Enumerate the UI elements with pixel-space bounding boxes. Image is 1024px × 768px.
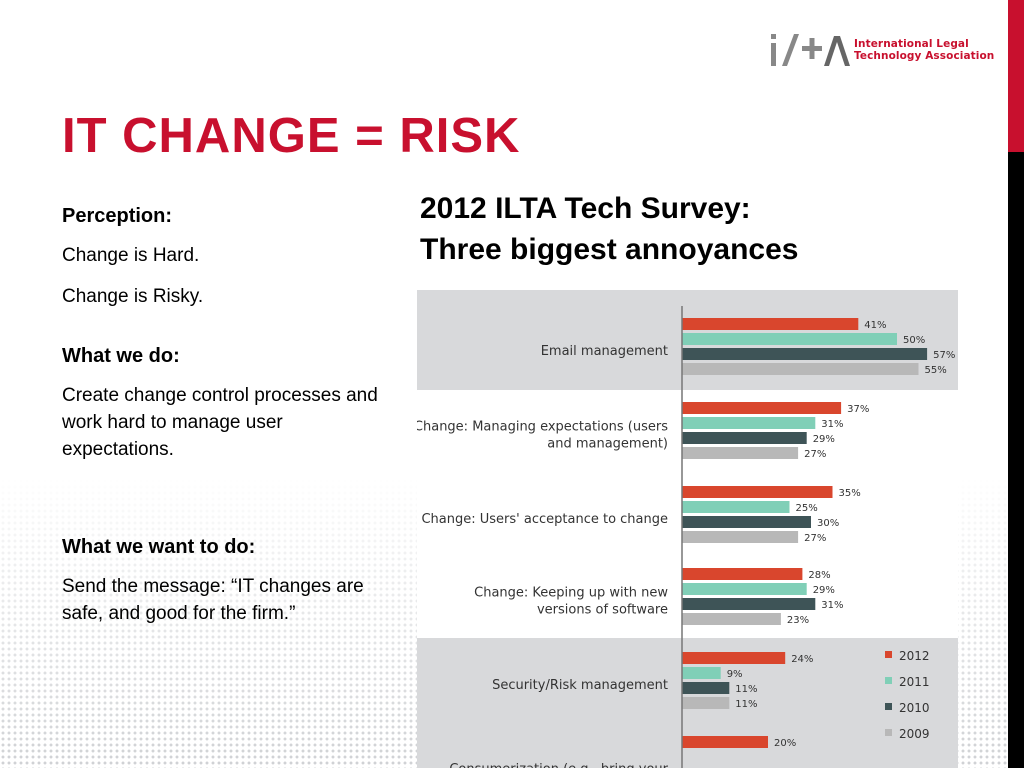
perception-line-2: Change is Risky. <box>62 286 204 307</box>
bar-2009 <box>682 363 919 375</box>
value-label: 29% <box>813 434 835 445</box>
survey-title-line-2: Three biggest annoyances <box>420 233 799 266</box>
value-label: 41% <box>864 320 886 331</box>
value-label: 30% <box>817 518 839 529</box>
what-we-want-text: Send the message: “IT changes are safe, … <box>62 576 364 624</box>
bar-2012 <box>682 568 803 580</box>
bar-2010 <box>682 516 811 528</box>
category-label: Security/Risk management <box>492 678 668 693</box>
value-label: 11% <box>735 684 757 695</box>
bar-2011 <box>682 583 807 595</box>
what-we-do-text: Create change control processes and work… <box>62 385 378 460</box>
bar-2010 <box>682 598 816 610</box>
survey-chart: Email management Change: Managing expecta… <box>417 290 958 768</box>
bar-2009 <box>682 697 730 709</box>
survey-title: 2012 ILTA Tech Survey: Three biggest ann… <box>420 188 940 270</box>
legend-label-2010: 2010 <box>899 701 930 715</box>
perception-line-1: Change is Hard. <box>62 245 200 266</box>
value-label: 50% <box>903 335 925 346</box>
left-column: Perception: Change is Hard. Change is Ri… <box>62 200 392 627</box>
category-label: Email management <box>541 344 668 359</box>
survey-title-line-1: 2012 ILTA Tech Survey: <box>420 192 751 225</box>
perception-heading: Perception: <box>62 205 173 227</box>
value-label: 20% <box>774 738 796 749</box>
value-label: 24% <box>791 654 813 665</box>
category-label: Change: Users' acceptance to change <box>421 512 668 527</box>
value-label: 37% <box>847 404 869 415</box>
value-label: 27% <box>804 533 826 544</box>
value-label: 27% <box>804 449 826 460</box>
ilta-logo-mark-icon <box>771 34 850 66</box>
what-we-want-heading: What we want to do: <box>62 536 256 558</box>
category-label: Consumerization (e.g., bring your <box>449 762 668 768</box>
logo-wordmark: International Legal Technology Associati… <box>854 38 994 62</box>
legend-swatch-2009 <box>885 729 892 736</box>
what-we-do-heading: What we do: <box>62 345 180 367</box>
accent-bar-red <box>1008 0 1024 152</box>
value-label: 25% <box>796 503 818 514</box>
category-label: versions of software <box>537 603 668 618</box>
legend-swatch-2011 <box>885 677 892 684</box>
bar-2011 <box>682 333 897 345</box>
value-label: 11% <box>735 699 757 710</box>
value-label: 31% <box>821 419 843 430</box>
bar-2009 <box>682 447 799 459</box>
category-label: Change: Keeping up with new <box>474 586 668 601</box>
page-title: IT CHANGE = RISK <box>62 109 521 163</box>
bar-2012 <box>682 318 859 330</box>
category-label: and management) <box>547 437 668 452</box>
accent-bar-black <box>1008 152 1024 768</box>
value-label: 29% <box>813 585 835 596</box>
bar-2012 <box>682 736 768 748</box>
logo-line-2: Technology Association <box>854 50 995 62</box>
bar-2012 <box>682 486 833 498</box>
value-label: 55% <box>925 365 947 376</box>
bar-2011 <box>682 501 790 513</box>
value-label: 23% <box>787 615 809 626</box>
category-label: Change: Managing expectations (users <box>417 420 668 435</box>
bar-2011 <box>682 417 816 429</box>
value-label: 28% <box>808 570 830 581</box>
bar-2010 <box>682 682 730 694</box>
bar-2010 <box>682 432 807 444</box>
value-label: 31% <box>821 600 843 611</box>
bar-2012 <box>682 652 786 664</box>
legend-swatch-2012 <box>885 651 892 658</box>
legend-label-2011: 2011 <box>899 675 930 689</box>
legend-swatch-2010 <box>885 703 892 710</box>
value-label: 35% <box>839 488 861 499</box>
value-label: 9% <box>727 669 743 680</box>
survey-chart-svg: Email management Change: Managing expecta… <box>417 290 958 768</box>
bar-2010 <box>682 348 928 360</box>
legend-label-2012: 2012 <box>899 649 930 663</box>
ilta-logo: International Legal Technology Associati… <box>768 30 994 70</box>
value-label: 57% <box>933 350 955 361</box>
bar-2011 <box>682 667 721 679</box>
legend-label-2009: 2009 <box>899 727 930 741</box>
bar-2012 <box>682 402 842 414</box>
logo-line-1: International Legal <box>854 38 969 50</box>
bar-2009 <box>682 531 799 543</box>
bar-2009 <box>682 613 781 625</box>
